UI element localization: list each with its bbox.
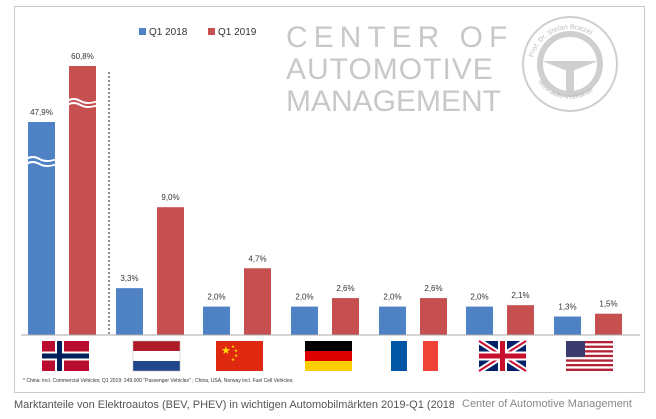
watermark-wordmark: CENTER OF AUTOMOTIVE MANAGEMENT — [286, 21, 513, 118]
svg-text:★: ★ — [234, 348, 238, 354]
legend-label-q1-2019: Q1 2019 — [218, 27, 257, 38]
bar-germany-q1-2019 — [332, 298, 359, 335]
data-label-germany-q1-2018: 2,0% — [295, 293, 313, 302]
bar-france-q1-2018 — [379, 306, 406, 335]
svg-text:★: ★ — [234, 353, 238, 359]
bar-germany-q1-2018 — [291, 306, 318, 335]
flag-uk — [477, 338, 528, 374]
bar-norway-q1-2018 — [28, 122, 55, 335]
seal-outer-ring — [522, 16, 618, 112]
svg-text:★: ★ — [231, 344, 235, 350]
axis-break-wave-norway-q1-2018-2 — [25, 161, 58, 167]
flag-china: ★ ★ ★ ★ ★ — [216, 341, 263, 371]
data-label-norway-q1-2019: 60,8% — [71, 52, 94, 61]
axis-break-wave-norway-q1-2019-2 — [66, 102, 99, 108]
image-caption: Marktanteile von Elektroautos (BEV, PHEV… — [14, 399, 454, 411]
data-label-france-q1-2018: 2,0% — [383, 293, 401, 302]
watermark-line-1: CENTER OF — [286, 21, 513, 54]
svg-text:★: ★ — [221, 344, 231, 357]
data-label-norway-q1-2018: 47,9% — [30, 108, 53, 117]
seal-steering-wheel — [537, 31, 603, 97]
data-label-netherlands-q1-2018: 3,3% — [120, 274, 138, 283]
watermark-seal: Prof. Dr. Stefan Bratzel www.auto-instit… — [522, 16, 618, 112]
data-label-uk-q1-2018: 1,3% — [558, 303, 576, 312]
data-label-china-q1-2019: 4,7% — [248, 254, 266, 263]
data-label-france-q1-2019: 2,6% — [424, 284, 442, 293]
flag-norway — [42, 341, 89, 371]
image-credit: Center of Automotive Management — [462, 398, 632, 410]
data-label-uk-q1-2019: 1,5% — [599, 300, 617, 309]
market-share-chart: CENTER OF AUTOMOTIVE MANAGEMENT Prof. Dr… — [21, 16, 640, 384]
bar-norway-q1-2019 — [69, 66, 96, 335]
bar-netherlands-q1-2019 — [157, 207, 184, 335]
axis-break-wave-norway-q1-2018-1 — [25, 156, 58, 162]
legend: Q1 2018 Q1 2019 — [139, 27, 257, 38]
bar-usa-q1-2018 — [466, 306, 493, 335]
bar-uk-q1-2018 — [554, 316, 581, 335]
bars-layer: 47,9% 60,8% 3,3% 9,0% 2,0% 4,7% 2,0% 2,6% 2,0% 2,… — [25, 52, 622, 335]
bar-usa-q1-2019 — [507, 305, 534, 335]
seal-wheel-stem — [566, 65, 574, 93]
legend-swatch-q1-2018 — [139, 28, 146, 35]
bar-china-q1-2019 — [244, 268, 271, 335]
data-label-china-q1-2018: 2,0% — [207, 293, 225, 302]
chart-frame: CENTER OF AUTOMOTIVE MANAGEMENT Prof. Dr… — [14, 6, 645, 393]
legend-label-q1-2018: Q1 2018 — [149, 27, 188, 38]
data-label-netherlands-q1-2019: 9,0% — [161, 193, 179, 202]
bar-china-q1-2018 — [203, 306, 230, 335]
data-label-usa-q1-2019: 2,1% — [511, 291, 529, 300]
footnote: * China: incl. Commercial Vehicles; Q1 2… — [23, 378, 294, 384]
flag-usa — [566, 341, 613, 371]
svg-text:★: ★ — [231, 357, 235, 363]
watermark-line-3: MANAGEMENT — [286, 85, 501, 118]
legend-swatch-q1-2019 — [208, 28, 215, 35]
bar-france-q1-2019 — [420, 298, 447, 335]
flag-netherlands — [132, 340, 181, 372]
flag-germany — [305, 341, 352, 371]
bar-netherlands-q1-2018 — [116, 288, 143, 335]
watermark-line-2: AUTOMOTIVE — [286, 53, 494, 86]
bar-uk-q1-2019 — [595, 313, 622, 335]
data-label-germany-q1-2019: 2,6% — [336, 284, 354, 293]
flag-france — [391, 341, 438, 371]
data-label-usa-q1-2018: 2,0% — [470, 293, 488, 302]
flags-row: ★ ★ ★ ★ ★ — [42, 338, 613, 374]
axis-break-wave-norway-q1-2019-1 — [66, 98, 99, 104]
